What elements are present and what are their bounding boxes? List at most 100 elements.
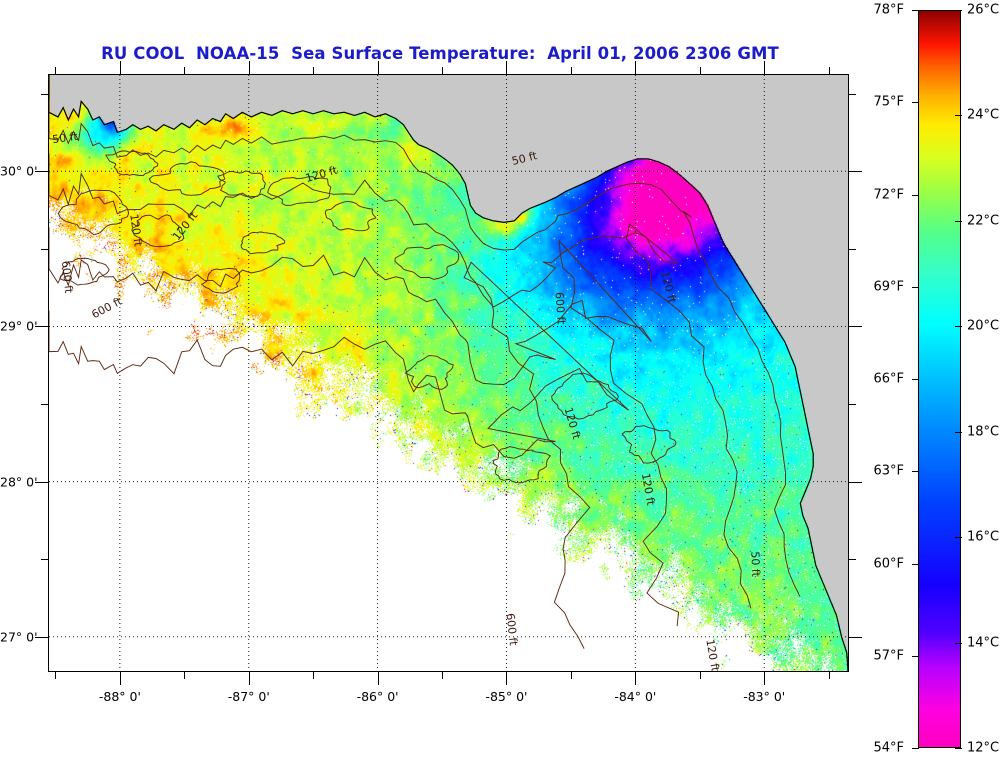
colorbar-fahrenheit-label: 66°F — [873, 371, 904, 387]
lon-minor-tick — [55, 672, 57, 679]
colorbar-fahrenheit-tick — [912, 287, 919, 288]
colorbar-fahrenheit-tick — [912, 656, 919, 657]
colorbar-celsius-label: 16°C — [967, 529, 1000, 545]
depth-contour-blob-8 — [394, 244, 460, 280]
colorbar-fahrenheit-tick — [912, 10, 919, 11]
colorbar-fahrenheit-label: 75°F — [873, 94, 904, 110]
lat-major-tick-right — [849, 636, 862, 638]
lat-minor-tick — [41, 559, 48, 561]
colorbar-celsius-label: 12°C — [967, 740, 1000, 756]
lon-minor-tick-top — [184, 67, 186, 74]
depth-contour-blob-7 — [324, 200, 377, 232]
colorbar-celsius-tick — [955, 10, 962, 11]
colorbar-celsius-label: 18°C — [967, 424, 1000, 440]
lon-minor-tick-top — [828, 67, 830, 74]
contour-label-600ft: 600 ft — [504, 613, 520, 647]
lon-major-tick-top — [506, 61, 508, 74]
colorbar-fahrenheit-tick — [912, 195, 919, 196]
lon-minor-tick — [313, 672, 315, 679]
lon-tick-label: -85° 0' — [485, 689, 528, 704]
lon-minor-tick — [570, 672, 572, 679]
lon-major-tick-top — [248, 61, 250, 74]
lat-major-tick — [35, 326, 48, 328]
lat-minor-tick — [41, 248, 48, 250]
colorbar-celsius-label: 24°C — [967, 107, 1000, 123]
colorbar-celsius-label: 22°C — [967, 213, 1000, 229]
lat-tick-label: 30° 0' — [0, 163, 38, 179]
lon-tick-label: -84° 0' — [614, 689, 657, 704]
lon-major-tick-top — [119, 61, 121, 74]
depth-contour-120ft — [49, 153, 752, 609]
depth-contour-50ft — [49, 100, 801, 597]
depth-contour-blob-14 — [404, 355, 454, 390]
depth-contour-blob-1 — [148, 161, 226, 196]
contour-label-120ft: 120 ft — [703, 638, 722, 671]
colorbar-fahrenheit-label: 78°F — [873, 2, 904, 18]
colorbar-celsius-label: 14°C — [967, 635, 1000, 651]
contour-label-50ft: 50 ft — [511, 149, 540, 168]
lat-major-tick — [35, 481, 48, 483]
contour-label-600ft: 600 ft — [59, 260, 75, 294]
colorbar-celsius-tick — [955, 537, 962, 538]
lat-minor-tick — [41, 93, 48, 95]
map-frame[interactable]: 50 ft 50 ft 50 ft 120 ft 120 ft 120 ft 120 ft 1… — [48, 74, 849, 672]
graticule — [49, 75, 848, 671]
colorbar-celsius-tick — [955, 115, 962, 116]
lat-major-tick-right — [849, 481, 862, 483]
lon-minor-tick-top — [699, 67, 701, 74]
lon-major-tick-top — [764, 61, 766, 74]
colorbar-celsius-label: 20°C — [967, 318, 1000, 334]
lon-minor-tick — [184, 672, 186, 679]
coastline — [49, 75, 848, 671]
depth-contour-blob-13 — [492, 446, 552, 484]
lat-minor-tick — [41, 404, 48, 406]
lon-major-tick — [506, 672, 508, 685]
lat-minor-tick-right — [849, 404, 856, 406]
lat-minor-tick-right — [849, 93, 856, 95]
map-canvas[interactable]: 50 ft 50 ft 50 ft 120 ft 120 ft 120 ft 120 ft 1… — [49, 75, 848, 671]
depth-contour-blob-12 — [621, 425, 677, 464]
colorbar[interactable] — [918, 10, 961, 748]
lon-major-tick — [119, 672, 121, 685]
colorbar-celsius-tick — [955, 221, 962, 222]
depth-contour-blob-5 — [131, 214, 185, 248]
lon-major-tick — [635, 672, 637, 685]
colorbar-fahrenheit-tick — [912, 564, 919, 565]
lon-minor-tick-top — [442, 67, 444, 74]
lon-minor-tick — [828, 672, 830, 679]
contour-label-120ft: 120 ft — [639, 472, 658, 507]
depth-contour-extra — [49, 261, 629, 649]
sst-raster-image — [49, 75, 848, 671]
lon-tick-label: -86° 0' — [356, 689, 399, 704]
lon-major-tick — [377, 672, 379, 685]
lon-tick-label: -83° 0' — [743, 689, 786, 704]
colorbar-celsius-tick — [955, 748, 962, 749]
depth-contour-blob-0 — [105, 150, 159, 177]
colorbar-fahrenheit-label: 63°F — [873, 463, 904, 479]
contour-label-50ft: 50 ft — [51, 130, 79, 147]
lon-major-tick — [764, 672, 766, 685]
figure-title: RU COOL NOAA-15 Sea Surface Temperature:… — [101, 44, 779, 63]
colorbar-fahrenheit-tick — [912, 748, 919, 749]
colorbar-fahrenheit-tick — [912, 102, 919, 103]
lon-minor-tick — [699, 672, 701, 679]
depth-contour-blob-3 — [267, 176, 332, 206]
depth-contour-blob-10 — [202, 267, 241, 294]
colorbar-fahrenheit-label: 72°F — [873, 187, 904, 202]
colorbar-celsius-label: 26°C — [967, 2, 1000, 18]
colorbar-celsius-tick — [955, 643, 962, 644]
depth-contour-blob-4 — [57, 189, 130, 236]
contour-label-600ft: 600 ft — [552, 292, 567, 326]
lat-tick-label: 29° 0' — [0, 318, 38, 334]
depth-contour-blob-6 — [240, 231, 286, 255]
lon-minor-tick — [442, 672, 444, 679]
lon-major-tick-top — [377, 61, 379, 74]
lon-minor-tick-top — [55, 67, 57, 74]
lat-tick-label: 27° 0' — [0, 629, 38, 645]
colorbar-fahrenheit-label: 57°F — [873, 648, 904, 664]
lon-minor-tick-top — [570, 67, 572, 74]
colorbar-fahrenheit-tick — [912, 471, 919, 472]
lat-minor-tick-right — [849, 248, 856, 250]
lat-major-tick — [35, 171, 48, 173]
